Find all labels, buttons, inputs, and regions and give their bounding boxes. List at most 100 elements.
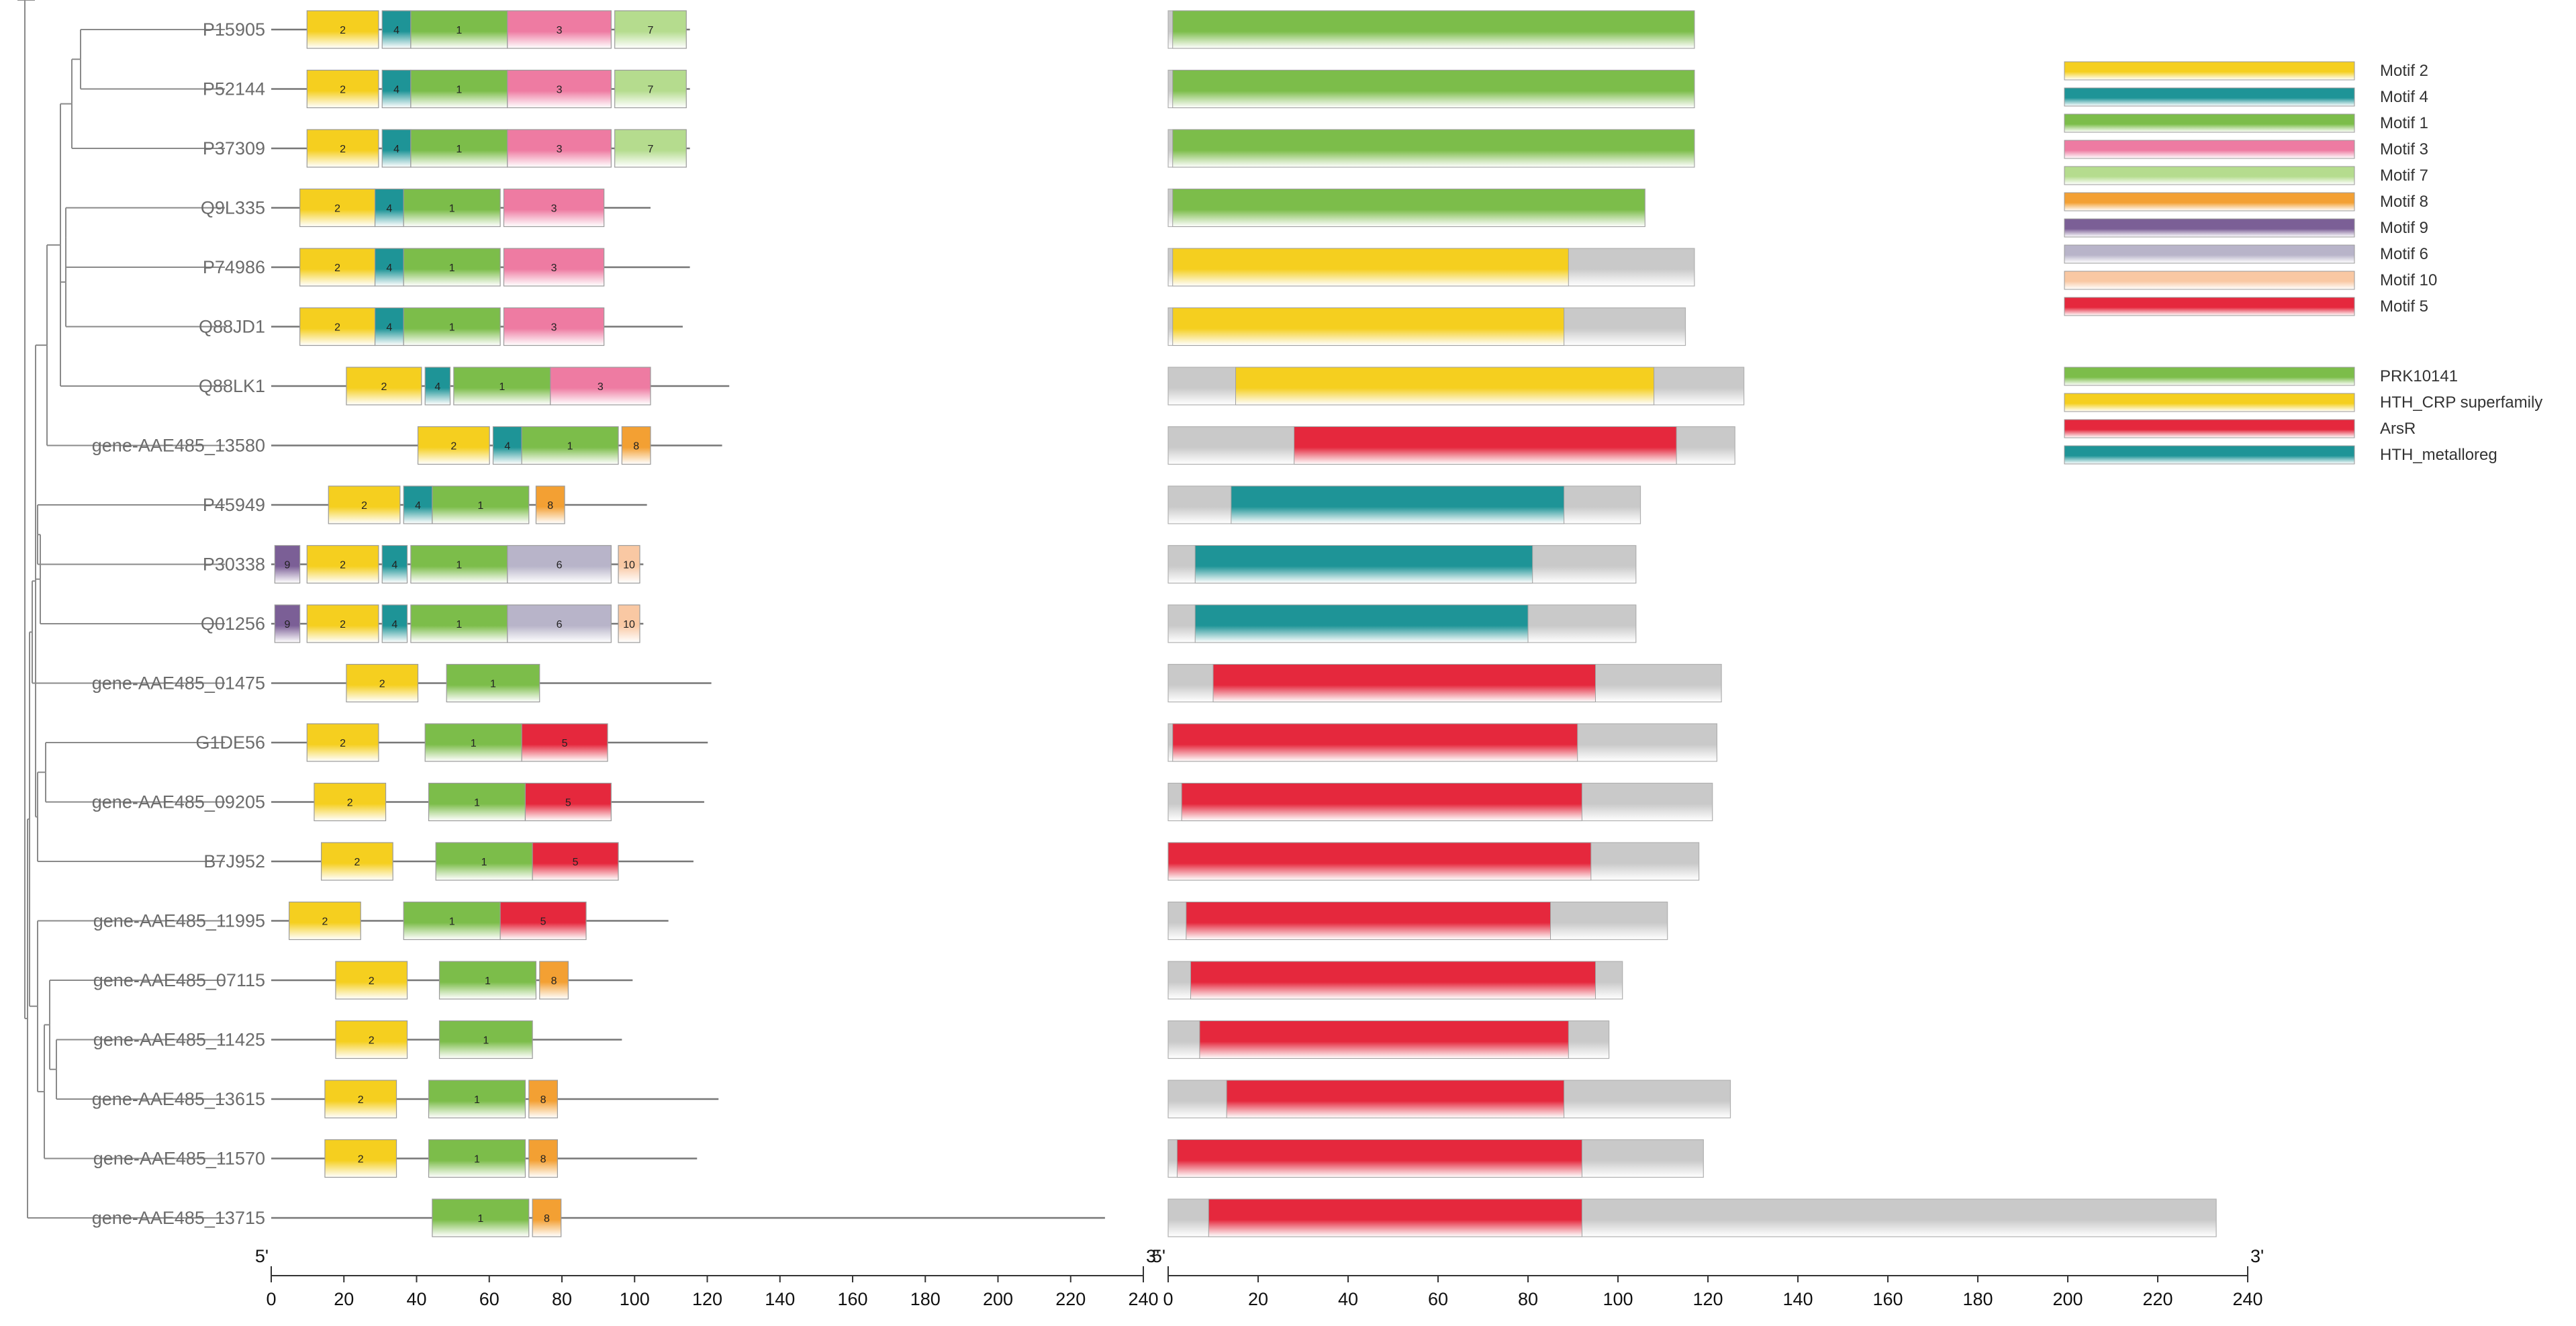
legend-label: Motif 6 — [2380, 245, 2428, 263]
legend-swatch-hth-metalloreg — [2064, 445, 2355, 465]
motif-row: 9 2 4 1 6 10 — [271, 544, 644, 584]
motif-7-box — [614, 69, 687, 109]
domain-prk10141 — [1172, 189, 1645, 227]
motif-box-label: 4 — [504, 441, 510, 453]
motif-3-box — [503, 307, 605, 346]
domain-row — [1167, 1020, 1610, 1059]
motif-box-label: 1 — [490, 679, 496, 690]
motif-box-label: 4 — [393, 144, 399, 155]
motif-2-box — [335, 961, 408, 1000]
motif-2-box — [306, 129, 379, 168]
motif-box-label: 6 — [557, 560, 563, 571]
motif-box-label: 4 — [391, 619, 397, 630]
motif-1-box — [403, 248, 501, 287]
legend-swatch-motif-3 — [2064, 140, 2355, 159]
motif-1-box — [435, 842, 533, 881]
domain-hth-metalloreg — [1231, 485, 1565, 524]
legend-swatch-motif-10 — [2064, 271, 2355, 290]
motif-1-box — [432, 485, 530, 524]
legend-label: Motif 7 — [2380, 167, 2428, 185]
tick-label: 40 — [406, 1289, 426, 1309]
sequence-label: P37309 — [203, 138, 265, 158]
motif-row: 2 4 1 3 7 — [271, 69, 690, 109]
sequence-label: Q88LK1 — [199, 376, 265, 396]
domain-row — [1167, 10, 1695, 49]
domain-arsr — [1190, 961, 1596, 1000]
motif-box-label: 8 — [633, 441, 639, 453]
motif-row: 2 4 1 3 — [271, 367, 730, 406]
axis-5prime-label: 5' — [255, 1246, 269, 1266]
legend-swatch-prk10141 — [2064, 367, 2355, 386]
motif-box-label: 1 — [485, 976, 491, 987]
motif-box-label: 2 — [322, 916, 328, 928]
motif-5-box — [499, 901, 587, 941]
domain-row — [1167, 69, 1695, 109]
phylogenetic-tree — [17, 0, 225, 1219]
domain-hth-crp-superfamily — [1172, 248, 1569, 287]
motif-box-label: 1 — [449, 322, 455, 334]
motif-2-box — [299, 188, 376, 228]
domain-panel — [1167, 10, 2217, 1237]
motif-box-label: 2 — [354, 857, 360, 868]
motif-box-label: 2 — [381, 381, 387, 393]
legend: Motif 2 Motif 4 Motif 1 Motif 3 Motif 7 Motif… — [2064, 61, 2542, 465]
domain-axis: 0 20 40 60 80 100 120 140 160 180 200 220 240 5' 3' — [1152, 1246, 2264, 1309]
domain-arsr — [1294, 426, 1677, 465]
domain-row — [1167, 426, 1735, 465]
motif-box-label: 7 — [648, 144, 654, 155]
domain-row — [1167, 248, 1695, 287]
domain-prk10141 — [1172, 70, 1695, 108]
motif-box-label: 2 — [379, 679, 385, 690]
legend-label: Motif 5 — [2380, 297, 2428, 316]
tick-label: 220 — [2142, 1289, 2173, 1309]
motif-4-box — [374, 307, 404, 346]
sequence-label: gene-AAE485_11995 — [93, 911, 265, 931]
domain-row — [1167, 842, 1700, 881]
motif-box-label: 5 — [565, 798, 571, 809]
domain-row — [1167, 604, 1637, 643]
motif-box-label: 8 — [540, 1154, 546, 1166]
motif-box-label: 2 — [340, 619, 346, 630]
tick-label: 20 — [1248, 1289, 1268, 1309]
motif-box-label: 8 — [547, 500, 553, 512]
legend-label: HTH_CRP superfamily — [2380, 393, 2542, 412]
motif-1-box — [410, 69, 508, 109]
tick-label: 160 — [837, 1289, 867, 1309]
sequence-label: gene-AAE485_09205 — [92, 792, 265, 812]
motif-box-label: 2 — [347, 798, 353, 809]
motif-1-box — [403, 901, 501, 941]
domain-hth-metalloreg — [1194, 545, 1533, 583]
motif-box-label: 3 — [557, 144, 563, 155]
motif-1-box — [403, 307, 501, 346]
motif-3-box — [507, 129, 612, 168]
motif-1-box — [428, 1080, 526, 1119]
motif-box-label: 1 — [474, 798, 480, 809]
domain-row — [1167, 485, 1641, 524]
legend-swatch-arsr — [2064, 419, 2355, 438]
motif-4-box — [381, 544, 408, 584]
motif-9-box — [274, 604, 301, 643]
legend-label: Motif 1 — [2380, 114, 2428, 132]
motif-3-box — [507, 10, 612, 49]
motif-4-box — [424, 367, 451, 406]
motif-2-box — [335, 1020, 408, 1059]
motif-box-label: 3 — [557, 85, 563, 96]
motif-2-box — [299, 248, 376, 287]
motif-10-box — [618, 604, 640, 643]
domain-row — [1167, 367, 1745, 406]
motif-box-label: 2 — [358, 1094, 364, 1106]
tick-label: 20 — [334, 1289, 354, 1309]
motif-7-box — [614, 129, 687, 168]
motif-box-label: 3 — [551, 322, 557, 334]
motif-box-label: 4 — [386, 322, 392, 334]
motif-8-box — [535, 485, 565, 524]
domain-prk10141 — [1172, 129, 1695, 168]
tick-label: 60 — [479, 1289, 499, 1309]
motif-box-label: 5 — [573, 857, 579, 868]
sequence-label: gene-AAE485_11570 — [93, 1149, 265, 1169]
domain-arsr — [1176, 1139, 1582, 1178]
motif-row: 9 2 4 1 6 10 — [271, 604, 644, 643]
motif-box-label: 2 — [450, 441, 457, 453]
legend-swatch-hth-crp-superfamily — [2064, 393, 2355, 412]
